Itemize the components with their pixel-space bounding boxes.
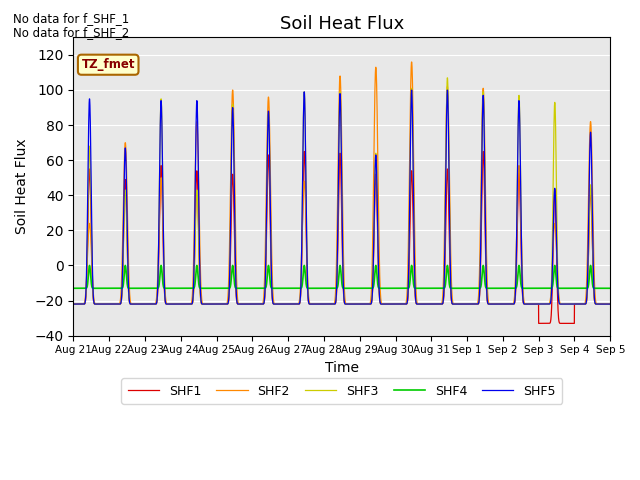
SHF1: [166, 301, 173, 307]
Legend: SHF1, SHF2, SHF3, SHF4, SHF5: SHF1, SHF2, SHF3, SHF4, SHF5: [122, 378, 562, 404]
SHF5: [433, 301, 440, 307]
SHF5: [606, 301, 614, 307]
SHF4: [462, 286, 470, 291]
SHF1: [493, 301, 500, 307]
SHF2: [70, 301, 77, 307]
SHF4: [433, 286, 440, 291]
SHF1: [606, 301, 614, 307]
Text: TZ_fmet: TZ_fmet: [81, 58, 135, 71]
SHF1: [433, 301, 440, 307]
SHF1: [322, 301, 330, 307]
SHF2: [408, 59, 415, 65]
SHF5: [408, 87, 415, 93]
SHF2: [605, 301, 613, 307]
SHF4: [493, 286, 500, 291]
SHF3: [605, 301, 613, 307]
SHF2: [433, 301, 440, 307]
Y-axis label: Soil Heat Flux: Soil Heat Flux: [15, 139, 29, 234]
SHF3: [432, 301, 440, 307]
SHF2: [606, 301, 614, 307]
SHF3: [606, 301, 614, 307]
SHF2: [462, 301, 470, 307]
SHF3: [493, 301, 500, 307]
SHF2: [166, 301, 173, 307]
SHF5: [605, 301, 613, 307]
Text: No data for f_SHF_1: No data for f_SHF_1: [13, 12, 129, 25]
SHF4: [86, 263, 93, 268]
SHF4: [606, 286, 614, 291]
SHF3: [70, 301, 77, 307]
X-axis label: Time: Time: [325, 361, 359, 375]
SHF1: [300, 149, 308, 155]
Line: SHF2: SHF2: [74, 62, 610, 304]
Line: SHF3: SHF3: [74, 78, 610, 304]
Line: SHF1: SHF1: [74, 152, 610, 324]
SHF1: [606, 301, 614, 307]
Line: SHF5: SHF5: [74, 90, 610, 304]
Text: No data for f_SHF_2: No data for f_SHF_2: [13, 26, 129, 39]
Title: Soil Heat Flux: Soil Heat Flux: [280, 15, 404, 33]
SHF5: [322, 301, 330, 307]
SHF2: [322, 301, 330, 307]
SHF3: [322, 301, 330, 307]
SHF2: [493, 301, 500, 307]
SHF4: [322, 286, 330, 291]
SHF4: [166, 286, 174, 291]
SHF4: [70, 286, 77, 291]
SHF3: [462, 301, 470, 307]
SHF3: [444, 75, 451, 81]
Line: SHF4: SHF4: [74, 265, 610, 288]
SHF5: [70, 301, 77, 307]
SHF5: [462, 301, 470, 307]
SHF1: [535, 321, 543, 326]
SHF1: [70, 301, 77, 307]
SHF1: [462, 301, 470, 307]
SHF5: [493, 301, 500, 307]
SHF4: [605, 286, 613, 291]
SHF5: [166, 301, 173, 307]
SHF3: [166, 301, 173, 307]
